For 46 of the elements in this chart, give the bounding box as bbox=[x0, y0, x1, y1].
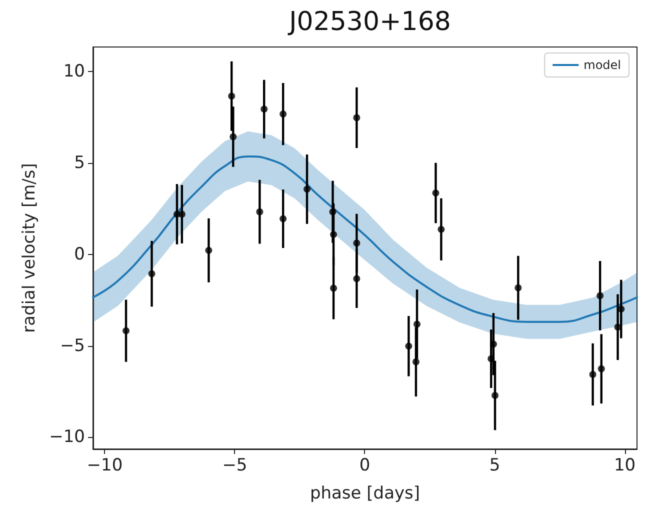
y-axis-title: radial velocity [m/s] bbox=[20, 163, 40, 333]
point bbox=[353, 114, 360, 122]
point bbox=[122, 327, 130, 334]
line-series bbox=[92, 155, 638, 323]
point bbox=[405, 342, 412, 350]
x-tick-label: 5 bbox=[489, 456, 500, 476]
point bbox=[280, 215, 287, 222]
point bbox=[614, 324, 622, 331]
point bbox=[178, 210, 186, 218]
point bbox=[148, 270, 156, 278]
point bbox=[432, 190, 440, 196]
point bbox=[618, 306, 625, 313]
point bbox=[260, 106, 268, 113]
point bbox=[438, 226, 445, 233]
point bbox=[490, 340, 497, 348]
y-tick-label: −5 bbox=[60, 336, 85, 356]
point bbox=[205, 246, 212, 254]
y-tick-label: 0 bbox=[74, 244, 85, 264]
point bbox=[414, 320, 421, 328]
point bbox=[228, 92, 236, 100]
x-tick-label: 10 bbox=[614, 456, 636, 476]
point bbox=[256, 208, 264, 216]
point bbox=[330, 284, 338, 292]
legend-label: model bbox=[584, 58, 622, 72]
x-tick-label: −5 bbox=[222, 456, 248, 476]
point bbox=[492, 392, 499, 399]
point bbox=[596, 292, 604, 300]
point bbox=[353, 240, 360, 247]
point bbox=[514, 284, 522, 292]
point bbox=[598, 365, 605, 372]
x-tick-label: −10 bbox=[86, 456, 123, 476]
point bbox=[488, 355, 495, 362]
point bbox=[412, 358, 420, 366]
point bbox=[304, 186, 311, 193]
point bbox=[330, 230, 338, 238]
point bbox=[230, 133, 237, 140]
point bbox=[280, 110, 287, 118]
chart-title: J02530+168 bbox=[287, 7, 451, 37]
point bbox=[589, 370, 596, 378]
y-tick-label: 5 bbox=[74, 153, 85, 174]
x-tick-label: 0 bbox=[359, 456, 370, 476]
x-axis-title: phase [days] bbox=[310, 484, 420, 504]
point bbox=[329, 208, 336, 216]
point bbox=[353, 275, 360, 282]
y-tick-label: 10 bbox=[63, 62, 85, 82]
y-tick-label: −10 bbox=[49, 427, 85, 448]
